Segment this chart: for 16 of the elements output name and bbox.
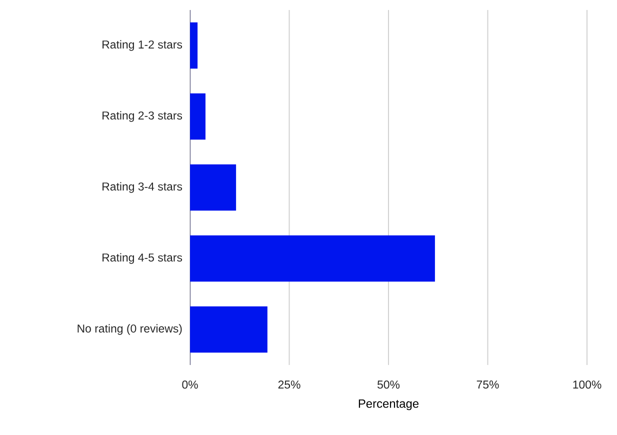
bar xyxy=(190,93,206,140)
y-tick-label: Rating 1-2 stars xyxy=(102,40,182,51)
y-tick-label: No rating (0 reviews) xyxy=(78,324,182,335)
y-tick-label: Rating 4-5 stars xyxy=(102,253,182,264)
y-tick-label: Rating 3-4 stars xyxy=(102,182,182,193)
x-tick-label: 100% xyxy=(573,380,602,389)
bar xyxy=(190,235,435,282)
y-tick-label: Rating 2-3 stars xyxy=(102,111,182,122)
bar xyxy=(190,306,268,353)
x-tick-label: 50% xyxy=(377,380,400,389)
x-tick-label: 25% xyxy=(278,380,300,389)
bar xyxy=(190,164,236,211)
x-tick-label: 0% xyxy=(182,380,198,389)
x-tick-label: 75% xyxy=(476,380,499,389)
bar xyxy=(190,22,198,69)
x-axis-title: Percentage xyxy=(358,399,419,410)
